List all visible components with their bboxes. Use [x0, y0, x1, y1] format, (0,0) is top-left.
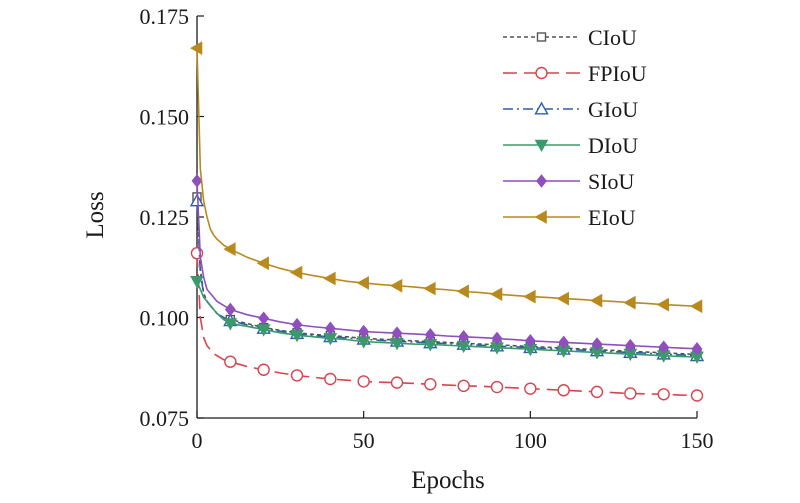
data-point-siou	[558, 335, 570, 350]
series-fpiou	[190, 246, 704, 402]
y-tick-label: 0.100	[140, 306, 190, 331]
data-point-fpiou	[524, 382, 537, 395]
data-point-eiou	[589, 293, 603, 308]
data-point-siou	[358, 324, 370, 339]
data-point-siou	[691, 342, 703, 356]
legend-marker	[534, 101, 549, 115]
x-tick-label: 0	[192, 428, 203, 453]
data-point-fpiou	[457, 379, 470, 393]
data-point-siou	[191, 174, 203, 188]
data-point-fpiou	[424, 378, 437, 391]
legend-label: DIoU	[588, 133, 638, 158]
data-point-eiou	[656, 297, 669, 312]
data-point-fpiou	[557, 384, 570, 397]
data-point-siou	[224, 302, 236, 317]
data-point-siou	[291, 317, 303, 332]
data-point-fpiou	[490, 380, 504, 394]
x-tick-label: 100	[514, 428, 547, 453]
data-point-siou	[524, 334, 536, 348]
legend-item-eiou: EIoU	[503, 205, 636, 230]
data-point-eiou	[623, 295, 636, 310]
series-diou	[190, 276, 704, 364]
data-point-eiou	[456, 284, 469, 299]
series-layer	[189, 41, 705, 402]
data-point-fpiou	[657, 388, 670, 401]
data-point-siou	[391, 326, 403, 340]
data-point-eiou	[556, 291, 569, 306]
data-point-siou	[258, 311, 270, 326]
y-tick-label: 0.125	[140, 205, 190, 230]
data-point-eiou	[423, 281, 436, 296]
data-point-eiou	[489, 287, 503, 302]
data-point-fpiou	[357, 375, 370, 388]
data-point-siou	[324, 321, 336, 336]
data-point-eiou	[256, 256, 269, 271]
legend-marker	[536, 174, 547, 188]
axes-layer: 0.075 0.100 0.125 0.150 0.175 0 50 100 150	[140, 4, 714, 453]
data-point-fpiou	[324, 372, 337, 386]
legend-label: GIoU	[588, 97, 638, 122]
data-point-siou	[658, 340, 670, 355]
data-point-eiou	[523, 289, 536, 304]
data-point-eiou	[689, 299, 703, 314]
legend-label: EIoU	[588, 205, 636, 230]
data-point-siou	[491, 331, 503, 346]
y-tick-label: 0.150	[140, 105, 190, 130]
legend-item-giou: GIoU	[503, 97, 638, 122]
legend-marker	[534, 210, 547, 224]
legend-item-siou: SIoU	[503, 169, 635, 194]
data-point-siou	[424, 327, 436, 342]
legend-marker	[536, 32, 547, 42]
data-point-eiou	[389, 278, 403, 293]
data-point-eiou	[189, 41, 203, 56]
y-tick-label: 0.075	[140, 406, 190, 431]
data-point-diou	[223, 318, 238, 331]
legend-item-ciou: CIoU	[503, 25, 637, 50]
legend-item-diou: DIoU	[503, 133, 638, 158]
x-tick-label: 50	[353, 428, 375, 453]
data-point-siou	[624, 338, 636, 353]
legend-label: CIoU	[588, 25, 637, 50]
data-point-eiou	[323, 271, 336, 286]
data-point-fpiou	[257, 363, 270, 376]
x-axis-label: Epochs	[411, 467, 485, 494]
data-point-eiou	[289, 265, 303, 280]
legend-marker	[534, 139, 549, 153]
data-point-fpiou	[290, 369, 304, 382]
series-eiou	[189, 41, 703, 314]
series-line-fpiou	[196, 253, 698, 397]
data-point-siou	[458, 329, 470, 344]
data-point-diou	[190, 276, 204, 289]
legend-label: SIoU	[588, 169, 635, 194]
y-tick-label: 0.175	[140, 4, 190, 29]
x-tick-label: 150	[681, 428, 714, 453]
data-point-fpiou	[624, 387, 637, 400]
data-point-fpiou	[690, 389, 704, 402]
data-point-fpiou	[390, 376, 404, 389]
legend-item-fpiou: FPIoU	[503, 61, 647, 86]
data-point-siou	[591, 337, 603, 351]
legend-label: FPIoU	[588, 61, 647, 86]
data-point-fpiou	[590, 385, 604, 399]
legend: CIoU FPIoU GIoU DIoU SIoU EIoU	[503, 25, 647, 230]
legend-marker	[535, 66, 548, 80]
data-point-giou	[189, 193, 205, 207]
data-point-fpiou	[224, 355, 237, 368]
data-point-eiou	[356, 276, 369, 290]
series-siou	[191, 174, 703, 356]
data-point-eiou	[223, 242, 236, 257]
y-axis-label: Loss	[82, 191, 109, 238]
